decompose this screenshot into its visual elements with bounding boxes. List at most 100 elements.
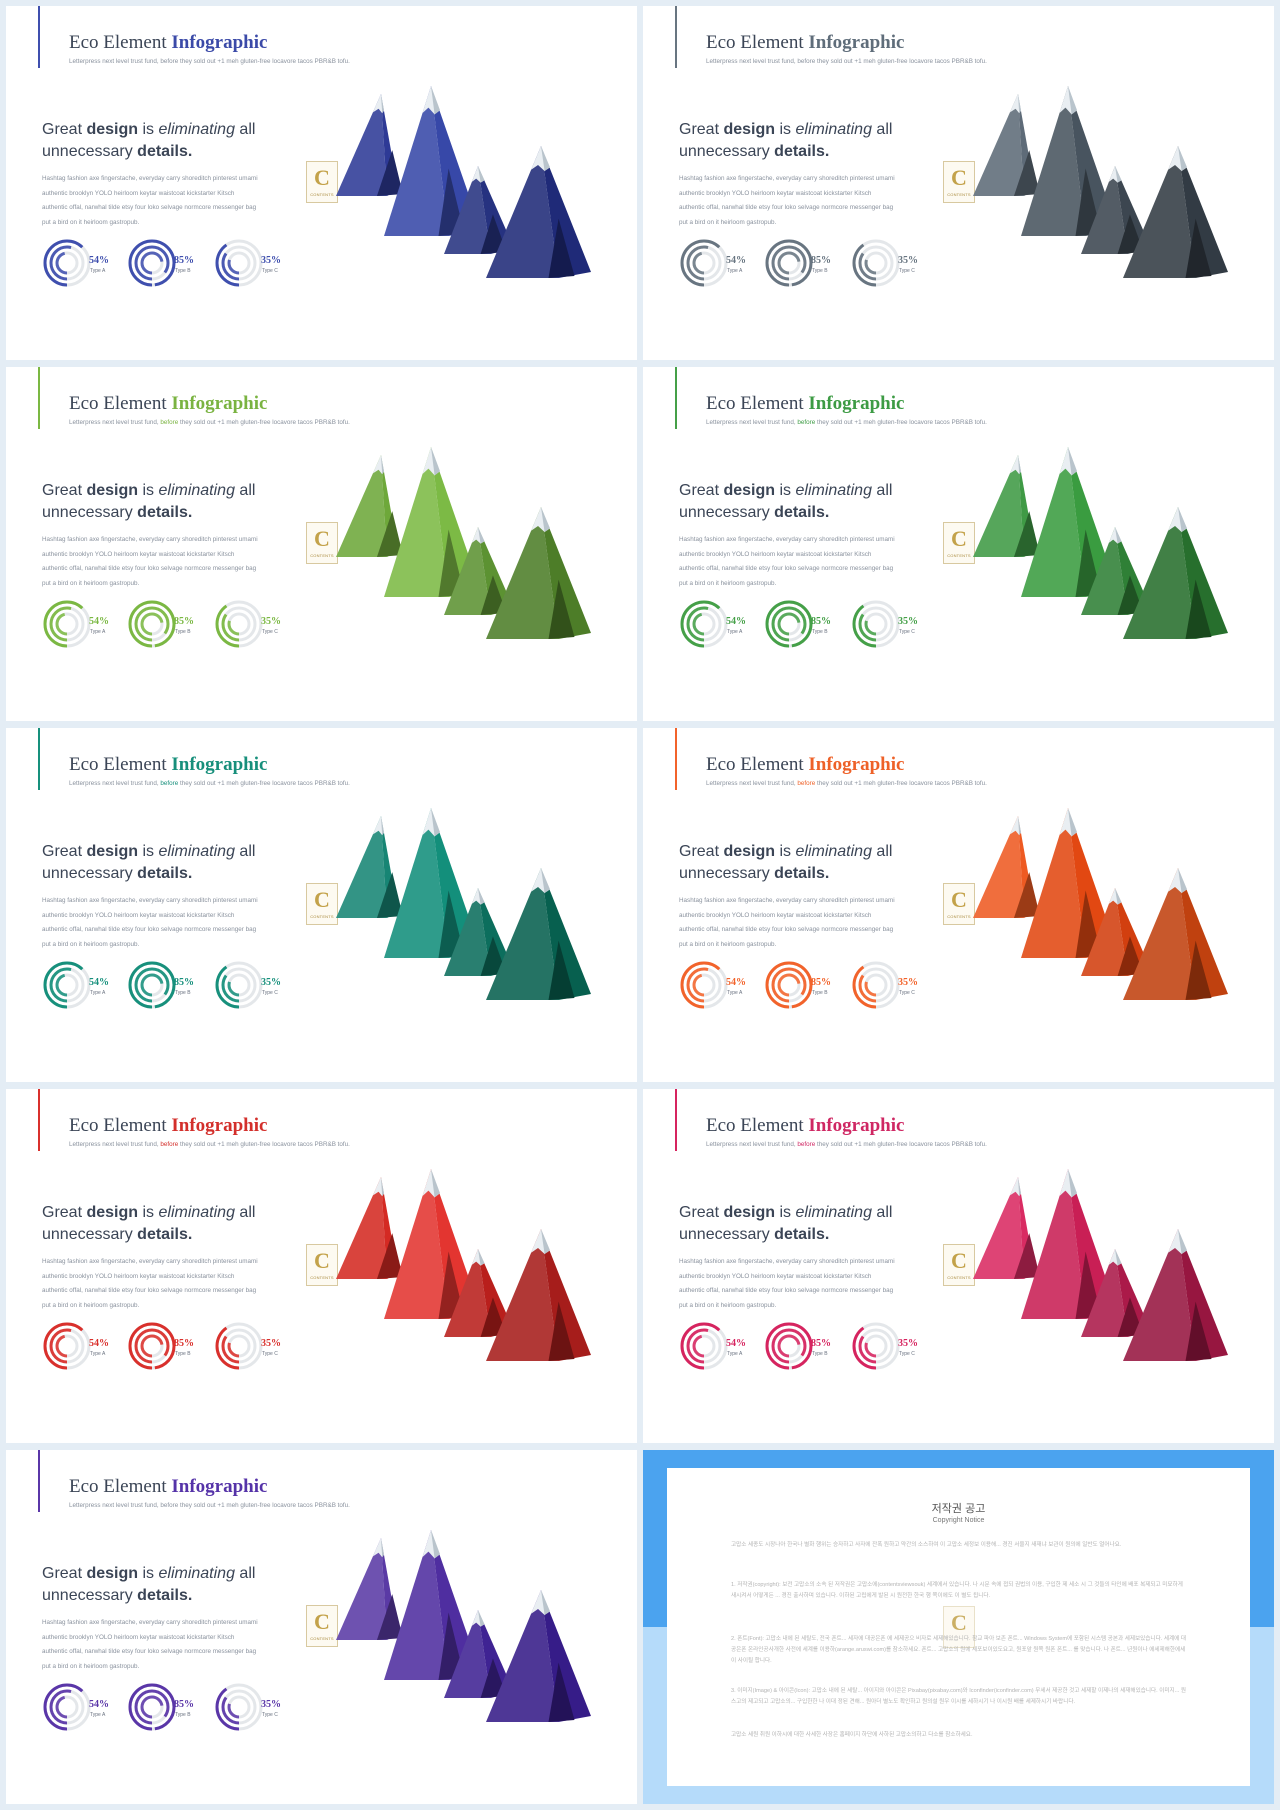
progress-ring <box>680 1322 728 1370</box>
subtitle-text: Letterpress next level trust fund, <box>706 419 798 426</box>
headline-word: all <box>234 843 256 860</box>
stat-percent: 54% <box>726 977 746 988</box>
headline-word: Great <box>679 482 724 499</box>
headline: Great design is eliminating all unnecessa… <box>679 480 939 524</box>
infographic-slide[interactable]: Eco Element Infographic Letterpress next… <box>643 1089 1274 1443</box>
slide-title: Eco Element Infographic <box>69 32 267 54</box>
infographic-slide[interactable]: Eco Element Infographic Letterpress next… <box>6 6 637 360</box>
progress-ring <box>128 1322 176 1370</box>
progress-ring <box>128 239 176 287</box>
stat-type: Type C <box>262 629 278 635</box>
stat-percent: 35% <box>898 616 918 627</box>
body-line: Hashtag fashion axe fingerstache, everyd… <box>679 536 895 543</box>
stat-type: Type A <box>727 629 743 635</box>
logo-text: CONTENTS <box>310 914 334 919</box>
slide-title: Eco Element Infographic <box>706 32 904 54</box>
headline-word: is <box>775 121 796 138</box>
stat-percent: 85% <box>174 1699 194 1710</box>
progress-ring <box>765 239 813 287</box>
logo-letter: C <box>951 1610 967 1635</box>
progress-ring <box>680 239 728 287</box>
mountain-illustration <box>973 86 1228 278</box>
mountain-shape <box>444 888 514 976</box>
logo-text: CONTENTS <box>310 553 334 558</box>
accent-line <box>38 6 40 68</box>
stat-type: Type B <box>175 1712 191 1718</box>
infographic-slide[interactable]: Eco Element Infographic Letterpress next… <box>6 1089 637 1443</box>
infographic-slide[interactable]: Eco Element Infographic Letterpress next… <box>6 367 637 721</box>
mountain-shape <box>973 1177 1040 1279</box>
body-line: authentic offal, narwhal tilde etsy four… <box>42 1287 257 1294</box>
infographic-slide[interactable]: Eco Element Infographic Letterpress next… <box>6 1450 637 1804</box>
subtitle-text: Letterpress next level trust fund, <box>69 419 161 426</box>
logo-text: CONTENTS <box>310 1275 334 1280</box>
progress-ring <box>43 1683 91 1731</box>
logo-letter: C <box>314 1248 330 1273</box>
stat-type: Type C <box>262 990 278 996</box>
mountain-shape <box>1081 166 1151 254</box>
body-line: authentic brooklyn YOLO heirloom keytar … <box>679 911 872 919</box>
headline: Great design is eliminating all unnecessa… <box>679 119 939 163</box>
stat-percent: 85% <box>811 1338 831 1349</box>
mountain-illustration <box>973 1169 1228 1361</box>
stat-percent: 85% <box>174 977 194 988</box>
title-plain: Eco Element <box>706 754 809 775</box>
headline: Great design is eliminating all unnecessa… <box>42 1202 302 1246</box>
headline-bold: details. <box>137 1587 193 1604</box>
headline-word: all <box>871 482 893 499</box>
infographic-slide[interactable]: Eco Element Infographic Letterpress next… <box>6 728 637 1082</box>
subtitle-highlight: before <box>797 780 816 787</box>
slide-title: Eco Element Infographic <box>69 393 267 415</box>
logo-text: CONTENTS <box>310 1636 334 1641</box>
headline-word: is <box>775 843 796 860</box>
contents-logo: C CONTENTS <box>943 522 975 564</box>
subtitle-text: they sold out +1 meh gluten-free locavor… <box>178 58 350 65</box>
subtitle-text: they sold out +1 meh gluten-free locavor… <box>178 1502 350 1509</box>
title-highlight: Infographic <box>171 1115 268 1136</box>
stat-type: Type A <box>727 990 743 996</box>
contents-logo: C CONTENTS <box>306 522 338 564</box>
headline-word: all <box>234 482 256 499</box>
contents-logo: C CONTENTS <box>943 161 975 203</box>
headline-word: unnecessary <box>679 504 775 521</box>
body-line: put a bird on it heirloom gastropub. <box>42 579 140 587</box>
subtitle-highlight: before <box>160 419 179 426</box>
stat-percent: 35% <box>898 255 918 266</box>
stat-type: Type C <box>899 1351 915 1357</box>
subtitle-highlight: before <box>160 1502 179 1509</box>
progress-ring <box>852 961 900 1009</box>
headline-word: Great <box>679 843 724 860</box>
mountain-shape <box>973 94 1040 196</box>
title-highlight: Infographic <box>171 754 268 775</box>
stat-percent: 35% <box>898 977 918 988</box>
progress-ring <box>43 600 91 648</box>
headline-italic: eliminating <box>795 121 872 138</box>
headline-word: unnecessary <box>679 865 775 882</box>
headline-word: Great <box>679 121 724 138</box>
progress-ring <box>215 600 263 648</box>
mountain-shape <box>486 146 591 278</box>
mountain-shape <box>336 455 403 557</box>
progress-ring <box>43 961 91 1009</box>
logo-letter: C <box>951 526 967 551</box>
logo-letter: C <box>314 887 330 912</box>
mountain-shape <box>486 1229 591 1361</box>
subtitle-highlight: before <box>797 1141 816 1148</box>
accent-line <box>675 367 677 429</box>
stat-type: Type C <box>899 990 915 996</box>
headline-italic: eliminating <box>158 1204 235 1221</box>
infographic-slide[interactable]: Eco Element Infographic Letterpress next… <box>643 6 1274 360</box>
body-line: authentic brooklyn YOLO heirloom keytar … <box>42 550 235 558</box>
body-text: Hashtag fashion axe fingerstache, everyd… <box>42 1616 292 1674</box>
copyright-slide[interactable]: 저작권 공고 Copyright Notice 고맙소 세종도 시장나아 한국나… <box>643 1450 1274 1804</box>
stat-type: Type C <box>262 1351 278 1357</box>
progress-ring <box>215 239 263 287</box>
headline-word: Great <box>42 482 87 499</box>
headline-italic: eliminating <box>795 843 872 860</box>
headline-bold: design <box>86 121 139 138</box>
infographic-slide[interactable]: Eco Element Infographic Letterpress next… <box>643 728 1274 1082</box>
mountain-shape <box>444 166 514 254</box>
infographic-slide[interactable]: Eco Element Infographic Letterpress next… <box>643 367 1274 721</box>
stat-percent: 35% <box>261 1338 281 1349</box>
stat-percent: 54% <box>89 1338 109 1349</box>
